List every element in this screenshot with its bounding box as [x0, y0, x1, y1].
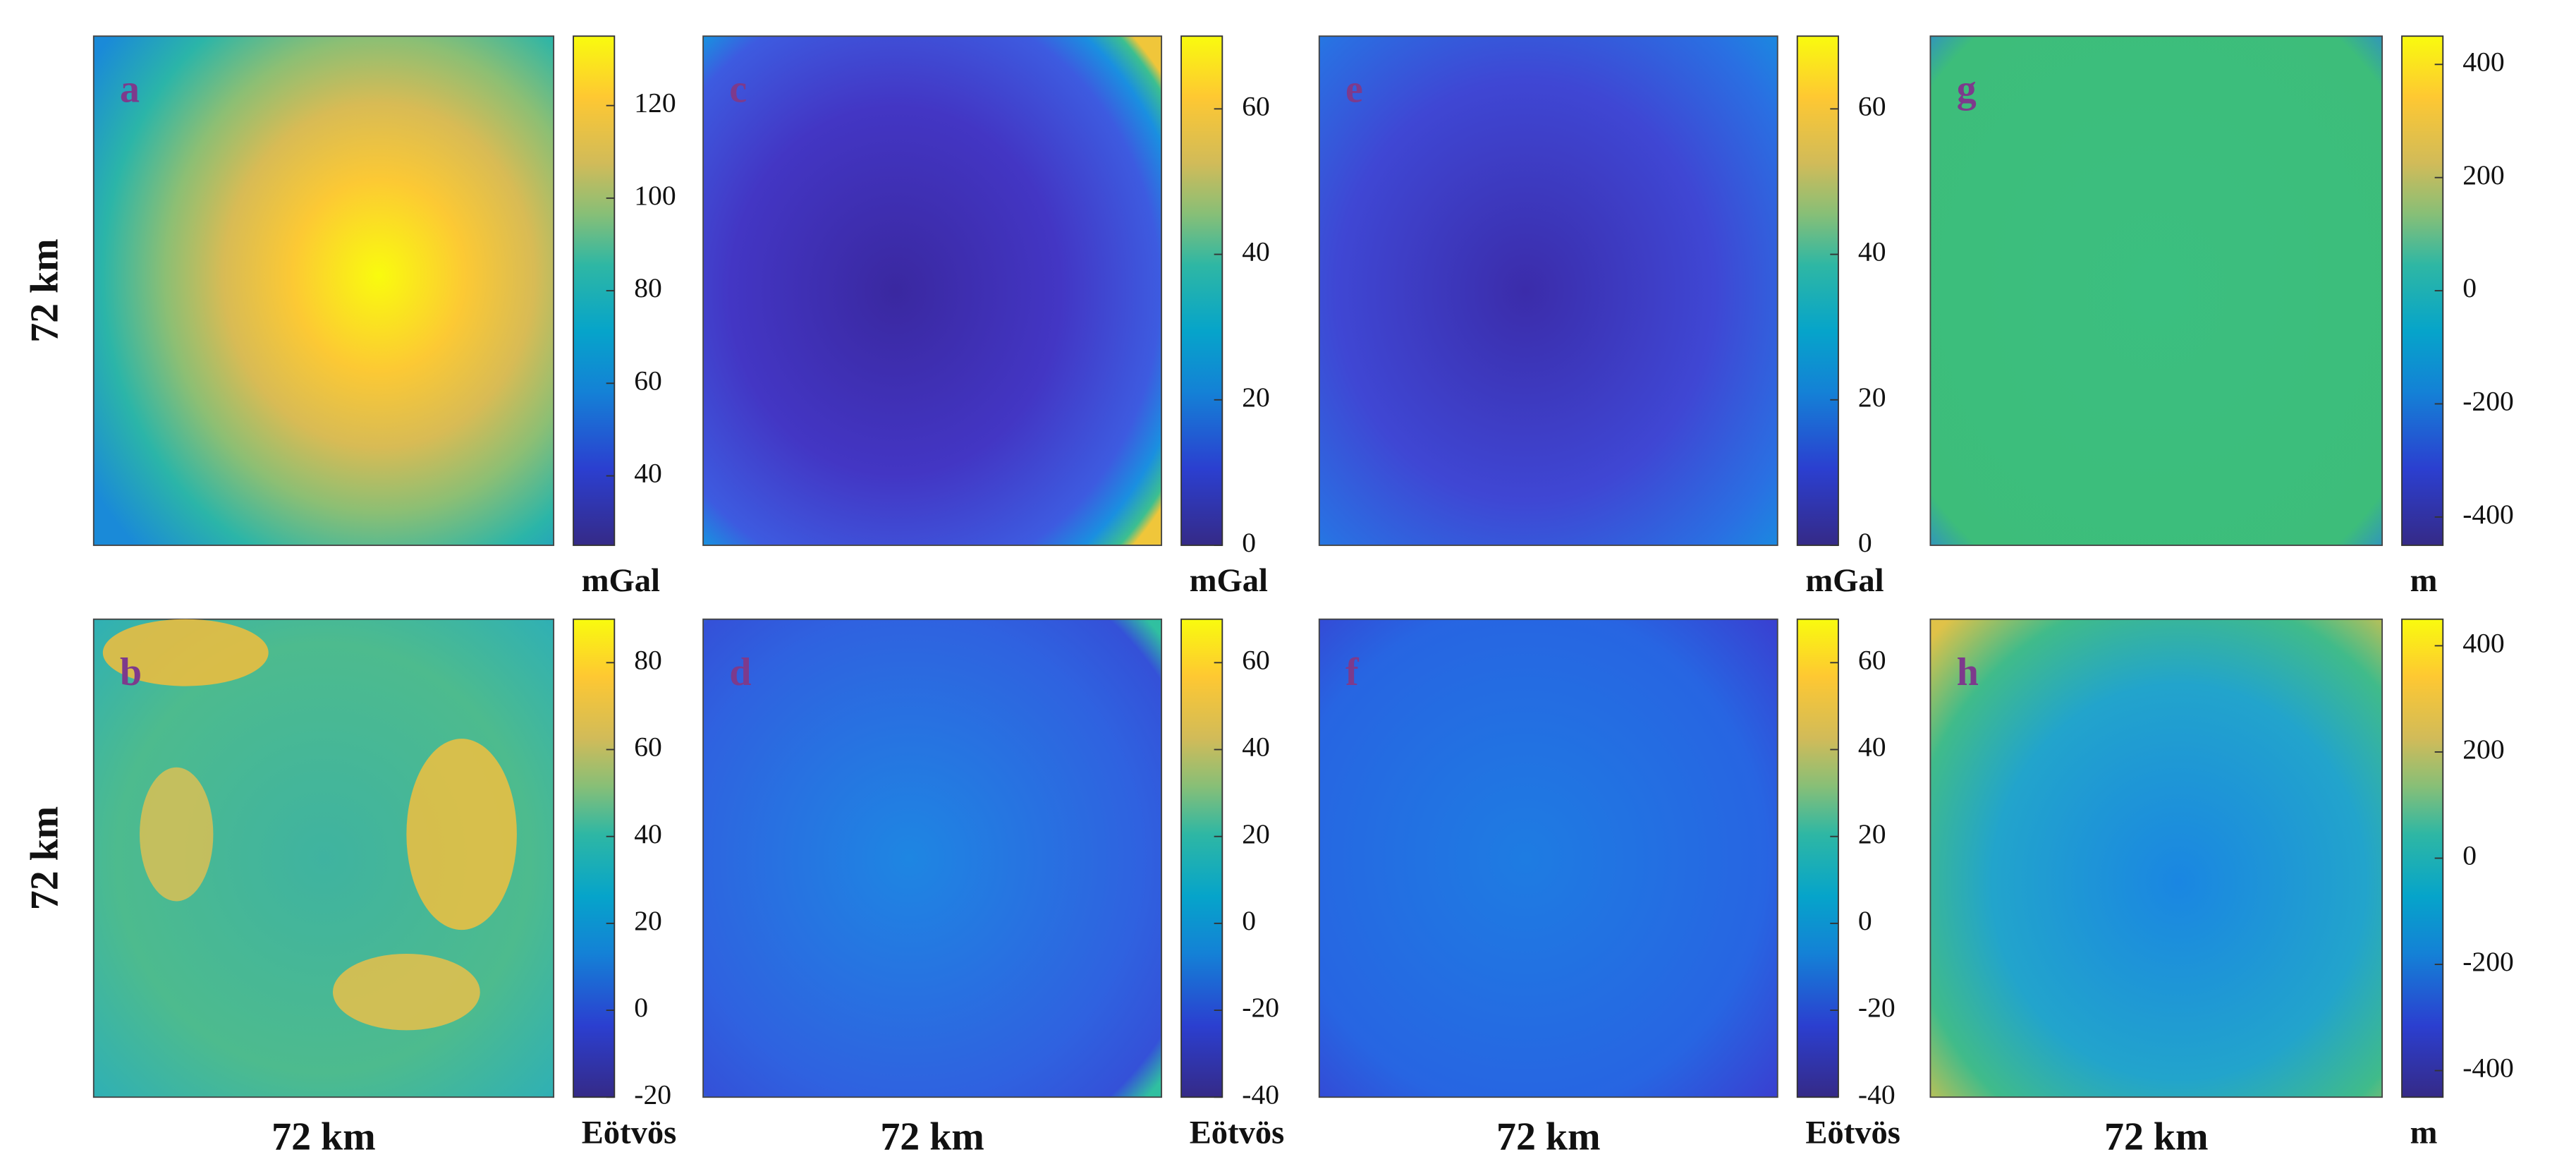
colorbar [1796, 35, 1839, 546]
heatmap-feature [333, 953, 480, 1031]
colorbar-tick-label: -20 [634, 1079, 671, 1110]
colorbar [1180, 35, 1223, 546]
colorbar-tick-label: 40 [1858, 236, 1886, 267]
colorbar-tick-label: -40 [1858, 1079, 1896, 1110]
colorbar-tick-label: -200 [2462, 386, 2514, 417]
colorbar-unit: m [2410, 1115, 2438, 1151]
colorbar-tick-label: 100 [634, 180, 676, 211]
colorbar-tick-label: 0 [1858, 905, 1872, 936]
colorbar-tick-label: 40 [1242, 732, 1270, 763]
colorbar-tick-label: -40 [1242, 1079, 1279, 1110]
heatmap-feature [102, 619, 269, 686]
x-axis-label: 72 km [1496, 1115, 1601, 1159]
colorbar-tick-label: 60 [634, 365, 662, 396]
colorbar-unit: mGal [582, 563, 660, 599]
colorbar-tick-label: 20 [634, 905, 662, 936]
panel-label: d [729, 650, 751, 694]
colorbar-tick-label: 0 [2462, 840, 2477, 871]
colorbar-tick-label: -20 [1858, 992, 1896, 1023]
colorbar-tick-label: 200 [2462, 734, 2504, 765]
colorbar-tick-label: 0 [1858, 527, 1872, 558]
x-axis-label: 72 km [271, 1115, 376, 1159]
colorbar-tick-label: 120 [634, 87, 676, 119]
colorbar-tick-label: 60 [1858, 644, 1886, 675]
panel-label: c [729, 67, 747, 111]
heatmap-feature [406, 739, 517, 931]
colorbar-tick-label: -20 [1242, 992, 1279, 1023]
colorbar-unit: Eötvös [582, 1115, 677, 1151]
colorbar-tick-label: 200 [2462, 159, 2504, 190]
colorbar-tick-label: -200 [2462, 946, 2514, 977]
colorbar [1796, 618, 1839, 1098]
colorbar-unit: m [2410, 563, 2438, 599]
colorbar-tick-label: 60 [1242, 644, 1270, 675]
panel-label: f [1345, 650, 1360, 694]
colorbar-tick-label: 400 [2462, 46, 2504, 77]
y-axis-label: 72 km [23, 806, 67, 910]
colorbar-tick-label: 60 [1242, 90, 1270, 121]
colorbar-tick-label: 40 [1242, 236, 1270, 267]
panel-label: g [1957, 67, 1977, 111]
colorbar-tick-label: 80 [634, 272, 662, 303]
colorbar-tick-label: 0 [1242, 527, 1256, 558]
colorbar [1180, 618, 1223, 1098]
heatmap [1318, 618, 1778, 1098]
heatmap [92, 35, 555, 546]
colorbar-tick-label: 20 [1858, 382, 1886, 413]
y-axis-label: 72 km [23, 238, 67, 342]
x-axis-label: 72 km [880, 1115, 984, 1159]
colorbar-tick-label: 60 [1858, 90, 1886, 121]
colorbar-unit: Eötvös [1805, 1115, 1900, 1151]
colorbar-tick-label: 0 [2462, 272, 2477, 303]
heatmap [1929, 618, 2383, 1098]
colorbar-tick-label: 0 [634, 992, 648, 1023]
colorbar-tick-label: 40 [1858, 732, 1886, 763]
heatmap [1318, 35, 1778, 546]
heatmap-feature [140, 767, 214, 902]
colorbar-tick-label: 20 [1242, 382, 1270, 413]
heatmap [702, 35, 1163, 546]
colorbar-tick-label: -400 [2462, 1053, 2514, 1084]
colorbar-tick-label: 40 [634, 458, 662, 489]
panel-label: a [120, 67, 140, 111]
x-axis-label: 72 km [2104, 1115, 2209, 1159]
panel-label: b [120, 650, 142, 694]
colorbar-tick-label: 80 [634, 644, 662, 675]
colorbar-unit: mGal [1190, 563, 1268, 599]
heatmap [702, 618, 1163, 1098]
panel-label: h [1957, 650, 1979, 694]
colorbar-tick-label: 0 [1242, 905, 1256, 936]
heatmap [1929, 35, 2383, 546]
panel-label: e [1345, 67, 1363, 111]
colorbar-tick-label: 400 [2462, 627, 2504, 658]
colorbar-tick-label: 40 [634, 818, 662, 849]
colorbar-tick-label: 20 [1858, 818, 1886, 849]
colorbar-unit: Eötvös [1190, 1115, 1285, 1151]
colorbar-tick-label: 60 [634, 732, 662, 763]
colorbar-tick-label: 20 [1242, 818, 1270, 849]
colorbar-unit: mGal [1805, 563, 1884, 599]
colorbar [573, 618, 616, 1098]
colorbar-tick-label: -400 [2462, 499, 2514, 530]
